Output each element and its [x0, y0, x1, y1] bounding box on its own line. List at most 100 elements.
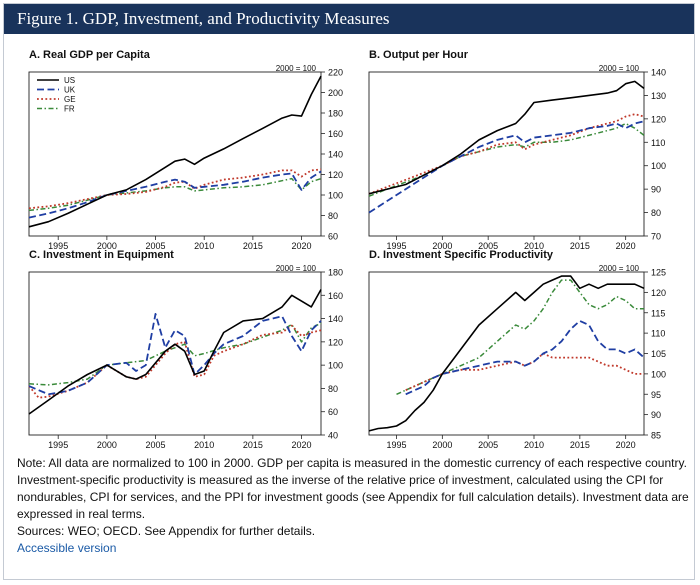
panel-title-a: A. Real GDP per Capita	[29, 49, 151, 61]
y-tick-label: 80	[328, 211, 338, 221]
y-tick-label: 70	[651, 232, 661, 242]
x-tick-label: 2010	[194, 440, 214, 450]
panel-c: C. Investment in Equipment 2000 = 100 40 60…	[28, 249, 343, 450]
index-label-b: 2000 = 100	[599, 64, 640, 73]
index-label-d: 2000 = 100	[599, 264, 640, 273]
x-tick-label: 1995	[48, 440, 68, 450]
y-tick-label: 125	[651, 268, 666, 278]
panel-title-c: C. Investment in Equipment	[29, 249, 174, 261]
sources-text: Sources: WEO; OECD. See Appendix for fur…	[17, 523, 316, 538]
y-tick-label: 60	[328, 407, 338, 417]
y-tick-label: 110	[651, 138, 665, 148]
x-tick-label: 2020	[292, 440, 312, 450]
x-tick-label: 2020	[616, 440, 636, 450]
x-tick-label: 2005	[478, 241, 498, 251]
y-tick-label: 140	[328, 150, 343, 160]
legend-label-fr: FR	[64, 105, 75, 114]
panel-b: B. Output per Hour 2000 = 100 70 80 90 100 110…	[368, 49, 666, 251]
x-tick-label: 2010	[194, 241, 214, 251]
series-line-fr-b	[368, 122, 645, 197]
series-line-us-a	[28, 75, 322, 228]
y-tick-label: 100	[328, 191, 343, 201]
y-tick-label: 100	[651, 369, 666, 379]
figure-notes: Note: All data are normalized to 100 in …	[17, 455, 689, 556]
x-tick-label: 1995	[386, 440, 406, 450]
y-tick-label: 200	[328, 88, 343, 98]
figure-title: Figure 1. GDP, Investment, and Productiv…	[17, 9, 390, 28]
series-line-ge-b	[368, 113, 645, 195]
x-tick-label: 1995	[48, 241, 68, 251]
y-tick-label: 80	[328, 384, 338, 394]
accessible-version-link[interactable]: Accessible version	[17, 540, 117, 555]
y-tick-label: 110	[651, 329, 665, 339]
x-tick-label: 2015	[570, 241, 590, 251]
x-tick-label: 2010	[524, 440, 544, 450]
series-line-ge-a	[28, 168, 322, 210]
y-tick-label: 100	[651, 161, 666, 171]
plot-area-c	[28, 271, 322, 436]
legend-label-uk: UK	[64, 86, 76, 95]
y-tick-label: 105	[651, 349, 666, 359]
y-tick-label: 60	[328, 232, 338, 242]
y-tick-label: 120	[328, 337, 343, 347]
x-tick-label: 2000	[97, 241, 117, 251]
y-tick-label: 130	[651, 91, 666, 101]
x-tick-label: 2000	[432, 241, 452, 251]
series-line-uk-c	[28, 313, 322, 396]
series-line-us-b	[368, 80, 645, 195]
legend-label-ge: GE	[64, 95, 76, 104]
y-tick-label: 90	[651, 185, 661, 195]
x-tick-label: 2010	[524, 241, 544, 251]
y-tick-label: 100	[328, 361, 343, 371]
y-tick-label: 180	[328, 268, 343, 278]
series-line-ge-d	[405, 352, 644, 392]
charts-area: A. Real GDP per Capita 2000 = 100 60 80 100 1…	[28, 49, 666, 450]
y-tick-label: 85	[651, 431, 661, 441]
note-text: Note: All data are normalized to 100 in …	[17, 456, 689, 521]
panel-title-d: D. Investment Specific Productivity	[369, 249, 554, 261]
y-tick-label: 115	[651, 308, 665, 318]
panel-title-b: B. Output per Hour	[369, 49, 469, 61]
y-tick-label: 120	[651, 288, 666, 298]
y-tick-label: 120	[328, 170, 343, 180]
x-tick-label: 2020	[616, 241, 636, 251]
legend-label-us: US	[64, 76, 75, 85]
series-line-us-d	[368, 275, 645, 432]
x-tick-label: 2015	[243, 241, 263, 251]
series-line-fr-c	[28, 322, 322, 386]
y-tick-label: 180	[328, 109, 343, 119]
x-tick-label: 2015	[243, 440, 263, 450]
series-line-ge-c	[28, 324, 322, 399]
y-tick-label: 140	[651, 68, 666, 78]
y-tick-label: 95	[651, 390, 661, 400]
panel-a: A. Real GDP per Capita 2000 = 100 60 80 100 1…	[28, 49, 343, 251]
y-tick-label: 40	[328, 431, 338, 441]
series-line-uk-d	[405, 320, 645, 396]
plot-area-b	[368, 71, 645, 237]
series-line-uk-a	[28, 170, 322, 219]
x-tick-label: 2020	[292, 241, 312, 251]
x-tick-label: 2000	[432, 440, 452, 450]
index-label-a: 2000 = 100	[276, 64, 317, 73]
series-line-fr-d	[396, 279, 644, 395]
y-tick-label: 80	[651, 208, 661, 218]
y-tick-label: 160	[328, 129, 343, 139]
y-tick-label: 120	[651, 114, 666, 124]
series-line-us-c	[28, 289, 322, 415]
y-tick-label: 140	[328, 314, 343, 324]
figure-title-bar: Figure 1. GDP, Investment, and Productiv…	[4, 4, 694, 34]
index-label-c: 2000 = 100	[276, 264, 317, 273]
x-tick-label: 1995	[386, 241, 406, 251]
x-tick-label: 2005	[146, 241, 166, 251]
y-tick-label: 220	[328, 68, 343, 78]
series-line-fr-a	[28, 177, 322, 212]
y-tick-label: 160	[328, 291, 343, 301]
x-tick-label: 2005	[146, 440, 166, 450]
series-line-uk-b	[368, 120, 645, 214]
figure-frame	[3, 3, 695, 580]
panel-d: D. Investment Specific Productivity 2000 …	[368, 249, 666, 450]
x-tick-label: 2000	[97, 440, 117, 450]
x-tick-label: 2015	[570, 440, 590, 450]
plot-area-d	[368, 271, 645, 436]
